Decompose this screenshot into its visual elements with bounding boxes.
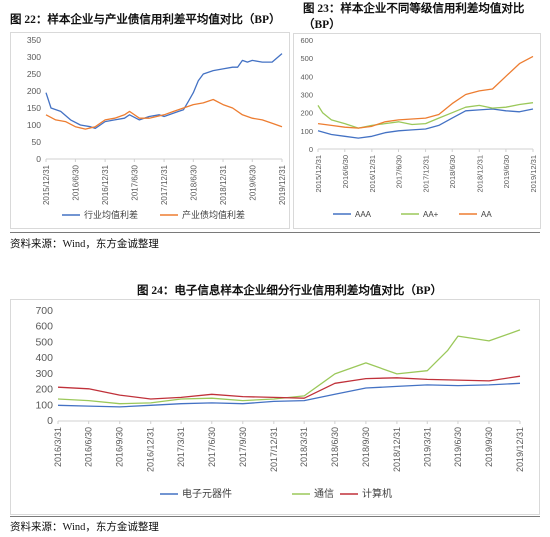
chart24-series-line-2 [57,375,521,400]
chart22-xtick-label: 2016/6/30 [71,164,80,200]
chart24-xtick-label: 2018/3/31 [299,427,309,467]
chart24-xtick-label: 2019/9/30 [484,427,494,467]
chart24-ytick-label: 500 [35,336,53,348]
chart24-xtick-label: 2017/6/30 [207,427,217,467]
chart24-xtick-label: 2019/6/30 [453,427,463,467]
chart23-xtick-label: 2018/6/30 [448,155,457,188]
chart22-ytick-label: 350 [27,35,41,45]
chart24-legend-label: 通信 [314,488,334,500]
chart24-ytick-label: 700 [35,305,53,317]
chart22-ytick-label: 300 [27,52,41,62]
chart22-xtick-label: 2017/12/31 [160,164,169,205]
chart23-legend-label: AAA [355,210,372,219]
figure23-title-line1: 图 23：样本企业不同等级信用利差均值对比 [303,3,525,15]
chart24-ytick-label: 100 [35,399,53,411]
chart24-xtick-label: 2019/12/31 [515,427,525,472]
chart22-xtick-label: 2015/12/31 [42,164,51,205]
chart23-xtick-label: 2019/6/30 [502,155,511,188]
chart24-ytick-label: 600 [35,321,53,333]
chart24-xtick-label: 2019/3/31 [422,427,432,467]
figure23-title-line2: （BP） [303,19,341,31]
source-bottom: 资料来源：Wind，东方金诚整理 [10,522,159,533]
chart23-series-line-1 [317,102,534,129]
source-top: 资料来源：Wind，东方金诚整理 [10,239,159,250]
chart22-xtick-label: 2018/6/30 [189,164,198,200]
chart23-xtick-label: 2017/12/31 [422,155,431,193]
chart23-series-line-2 [317,55,534,129]
chart24-xtick-label: 2016/6/30 [84,427,94,467]
chart23-ytick-label: 300 [300,91,313,100]
chart23-ytick-label: 500 [300,54,313,63]
chart24-xtick-label: 2016/9/30 [115,427,125,467]
chart23-ytick-label: 400 [300,72,313,81]
chart23-legend-label: AA+ [423,210,439,219]
figure24-title: 图 24：电子信息样本企业细分行业信用利差均值对比（BP） [137,285,443,297]
chart24-xtick-label: 2018/12/31 [392,427,402,472]
chart24-ytick-label: 400 [35,352,53,364]
chart24-xtick-label: 2017/12/31 [269,427,279,472]
chart22-ytick-label: 200 [27,86,41,96]
chart23-ytick-label: 100 [300,127,313,136]
chart24-xtick-label: 2016/12/31 [146,427,156,472]
chart23-ytick-label: 200 [300,109,313,118]
chart23-legend-label: AA [481,210,492,219]
chart24-legend-label: 电子元器件 [182,487,232,500]
chart24-xtick-label: 2017/3/31 [176,427,186,467]
chart23-xtick-label: 2017/6/30 [394,155,403,188]
chart23-frame [293,33,541,229]
chart24-series-line-1 [57,329,521,405]
chart22-ytick-label: 150 [27,103,41,113]
chart23-xtick-label: 2019/12/31 [529,155,538,193]
chart23-ytick-label: 600 [300,36,313,45]
chart22-xtick-label: 2019/6/30 [248,164,257,200]
chart23-xtick-label: 2015/12/31 [314,155,323,193]
chart22-ytick-label: 0 [36,154,41,164]
chart24-series-line-0 [57,382,521,408]
chart24-ytick-label: 0 [47,415,53,427]
chart24-ytick-label: 300 [35,368,53,380]
chart23-ytick-label: 0 [309,145,313,154]
figure22-title: 图 22：样本企业与产业债信用利差平均值对比（BP） [10,14,281,26]
chart24-xtick-label: 2018/6/30 [330,427,340,467]
chart22-series-line-1 [45,98,283,130]
chart22-series-line-0 [45,53,283,130]
chart23-series-line-0 [317,108,534,139]
divider-bottom [10,516,540,517]
chart22-ytick-label: 250 [27,69,41,79]
chart22-xtick-label: 2019/12/31 [278,164,287,205]
chart22-ytick-label: 50 [32,137,42,147]
chart24-xtick-label: 2018/9/30 [361,427,371,467]
chart24-xtick-label: 2017/9/30 [238,427,248,467]
chart24-legend-label: 计算机 [362,487,392,500]
chart22: 0 50 100 150 200 250 300 350 2015/12/31 2016/6/30… [27,35,287,220]
chart24: 0 100 200 300 400 500 600 700 2016/3/31 2016/6/30… [35,305,525,500]
chart24-xtick-label: 2016/3/31 [53,427,63,467]
chart23-xtick-label: 2016/6/30 [341,155,350,188]
chart23-xtick-label: 2016/12/31 [368,155,377,193]
chart23: 0 100 200 300 400 500 600 2015/12/31 2016/6/30 20… [300,36,538,219]
chart22-frame [10,32,290,229]
chart22-legend-label: 产业债均值利差 [182,209,245,220]
chart24-ytick-label: 200 [35,384,53,396]
chart22-xtick-label: 2017/6/30 [130,164,139,200]
chart22-ytick-label: 100 [27,120,41,130]
chart22-xtick-label: 2018/12/31 [219,164,228,205]
chart24-frame [10,299,540,515]
chart22-legend-label: 行业均值利差 [84,209,138,220]
chart23-xtick-label: 2018/12/31 [475,155,484,193]
divider-top [10,232,540,233]
chart22-xtick-label: 2016/12/31 [101,164,110,205]
